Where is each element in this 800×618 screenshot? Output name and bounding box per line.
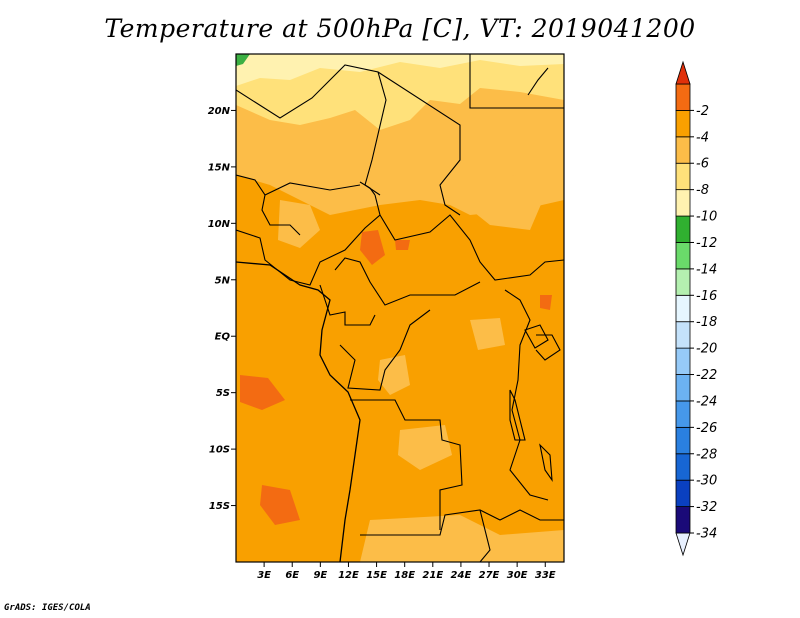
colorbar-label: -6	[696, 157, 709, 172]
colorbar-label: -20	[696, 342, 717, 357]
lat-tick-label: EQ	[215, 332, 231, 343]
colorbar-segment	[675, 294, 691, 323]
lon-tick-label: 9E	[313, 570, 327, 581]
border-kenya-uganda	[535, 334, 561, 361]
colorbar-segment	[675, 426, 691, 455]
border-car-sudan	[379, 214, 564, 281]
field-blob-3	[378, 355, 410, 395]
border-egypt-sudan	[469, 54, 564, 109]
border-angola	[350, 399, 463, 530]
colorbar-label: -4	[696, 130, 709, 145]
colorbar-label: -18	[696, 315, 717, 330]
border-mali-burkina	[236, 174, 301, 236]
field-warm-2	[240, 375, 285, 410]
colorbar-arrow-top	[675, 60, 691, 85]
colorbar-segment	[675, 215, 691, 243]
field-warm-5	[395, 240, 410, 250]
lat-tick-label: 5S	[216, 388, 230, 399]
border-nigeria	[236, 194, 381, 286]
colorbar-segment	[675, 110, 691, 138]
lat-tick-label: 20N	[208, 106, 231, 117]
lon-tick-label: 24E	[451, 570, 472, 581]
field-band-10to8	[236, 54, 564, 130]
lake-malawi	[539, 443, 553, 482]
lon-tick-label: 18E	[394, 570, 415, 581]
lat-tick-label: 15N	[208, 162, 231, 173]
lon-tick-label: 30E	[507, 570, 528, 581]
lon-tick-label: 3E	[257, 570, 271, 581]
coastline-west	[236, 261, 361, 562]
field-blob-2	[465, 175, 545, 230]
colorbar-segment	[675, 321, 691, 349]
lake-tanganyika	[509, 389, 526, 441]
colorbar-segment	[675, 347, 691, 375]
border-chad-libya-sudan	[377, 71, 461, 216]
lat-tick-label: 15S	[209, 501, 230, 512]
field-blob-south	[360, 515, 564, 562]
colorbar-label: -28	[696, 447, 717, 462]
colorbar-segment	[675, 400, 691, 428]
border-zimbabwe	[479, 509, 491, 562]
field-blob-4	[398, 425, 452, 470]
field-green-corner	[236, 54, 250, 66]
lake-chad	[359, 181, 376, 196]
country-borders	[236, 54, 564, 562]
colorbar-label: -30	[696, 474, 717, 489]
colorbar-segment	[675, 268, 691, 296]
border-drc-east	[504, 289, 549, 501]
border-niger-nigeria	[264, 182, 361, 196]
colorbar-arrow-bottom	[675, 532, 691, 557]
border-congo	[339, 309, 431, 391]
field-blob-5	[470, 318, 505, 350]
field-warm-1	[360, 230, 385, 265]
colorbar-label: -16	[696, 289, 717, 304]
lon-tick-label: 6E	[285, 570, 299, 581]
colorbar-label: -10	[696, 210, 717, 225]
red-sea-coast	[527, 67, 549, 96]
lon-tick-label: 27E	[479, 570, 500, 581]
lat-tick-label: 5N	[215, 275, 231, 286]
colorbar-label: -14	[696, 262, 717, 277]
lon-tick-label: 21E	[422, 570, 443, 581]
lat-tick-label: 10S	[209, 445, 230, 456]
border-namibia-zambia	[360, 509, 564, 536]
colorbar-segment	[675, 453, 691, 481]
longitude-ticks: 3E 6E 9E 12E 15E 18E 21E 24E 27E 30E 33E	[257, 562, 556, 581]
colorbar-label: -12	[696, 236, 717, 251]
field-warm-4	[540, 295, 552, 310]
lake-victoria	[524, 324, 549, 349]
border-eq-guinea-gabon	[319, 284, 376, 326]
colorbar-segment	[675, 136, 691, 164]
colorbar-label: -2	[696, 104, 709, 119]
colorbar-label: -24	[696, 394, 717, 409]
colorbar-segment	[675, 374, 691, 402]
colorbar-segment	[675, 242, 691, 270]
lon-tick-label: 12E	[338, 570, 359, 581]
colorbar: -34 -32 -30 -28 -26 -24 -22 -20 -18 -16 -14 -12 -10 -…	[675, 60, 717, 557]
colorbar-label: -8	[696, 183, 709, 198]
colorbar-label: -22	[696, 368, 717, 383]
lon-tick-label: 15E	[366, 570, 387, 581]
colorbar-label: -32	[696, 500, 717, 515]
footer-credit: GrADS: IGES/COLA	[4, 603, 91, 613]
colorbar-segment	[675, 506, 691, 534]
latitude-ticks: 20N 15N 10N 5N EQ 5S 10S 15S	[208, 106, 236, 512]
map-frame	[235, 53, 565, 563]
lon-tick-label: 33E	[535, 570, 556, 581]
colorbar-segment	[675, 189, 691, 217]
colorbar-label: -34	[696, 527, 717, 542]
map-title: Temperature at 500hPa [C], VT: 201904120…	[104, 14, 696, 43]
field-band-12to10	[236, 54, 564, 86]
lat-tick-label: 10N	[208, 219, 231, 230]
border-cameroon-car	[334, 257, 481, 306]
colorbar-segment	[675, 83, 691, 111]
field-blob-1	[278, 200, 320, 248]
temperature-field	[236, 54, 564, 562]
colorbar-segment	[675, 479, 691, 507]
colorbar-segment	[675, 162, 691, 191]
field-warm-3	[260, 485, 300, 525]
colorbar-label: -26	[696, 421, 717, 436]
